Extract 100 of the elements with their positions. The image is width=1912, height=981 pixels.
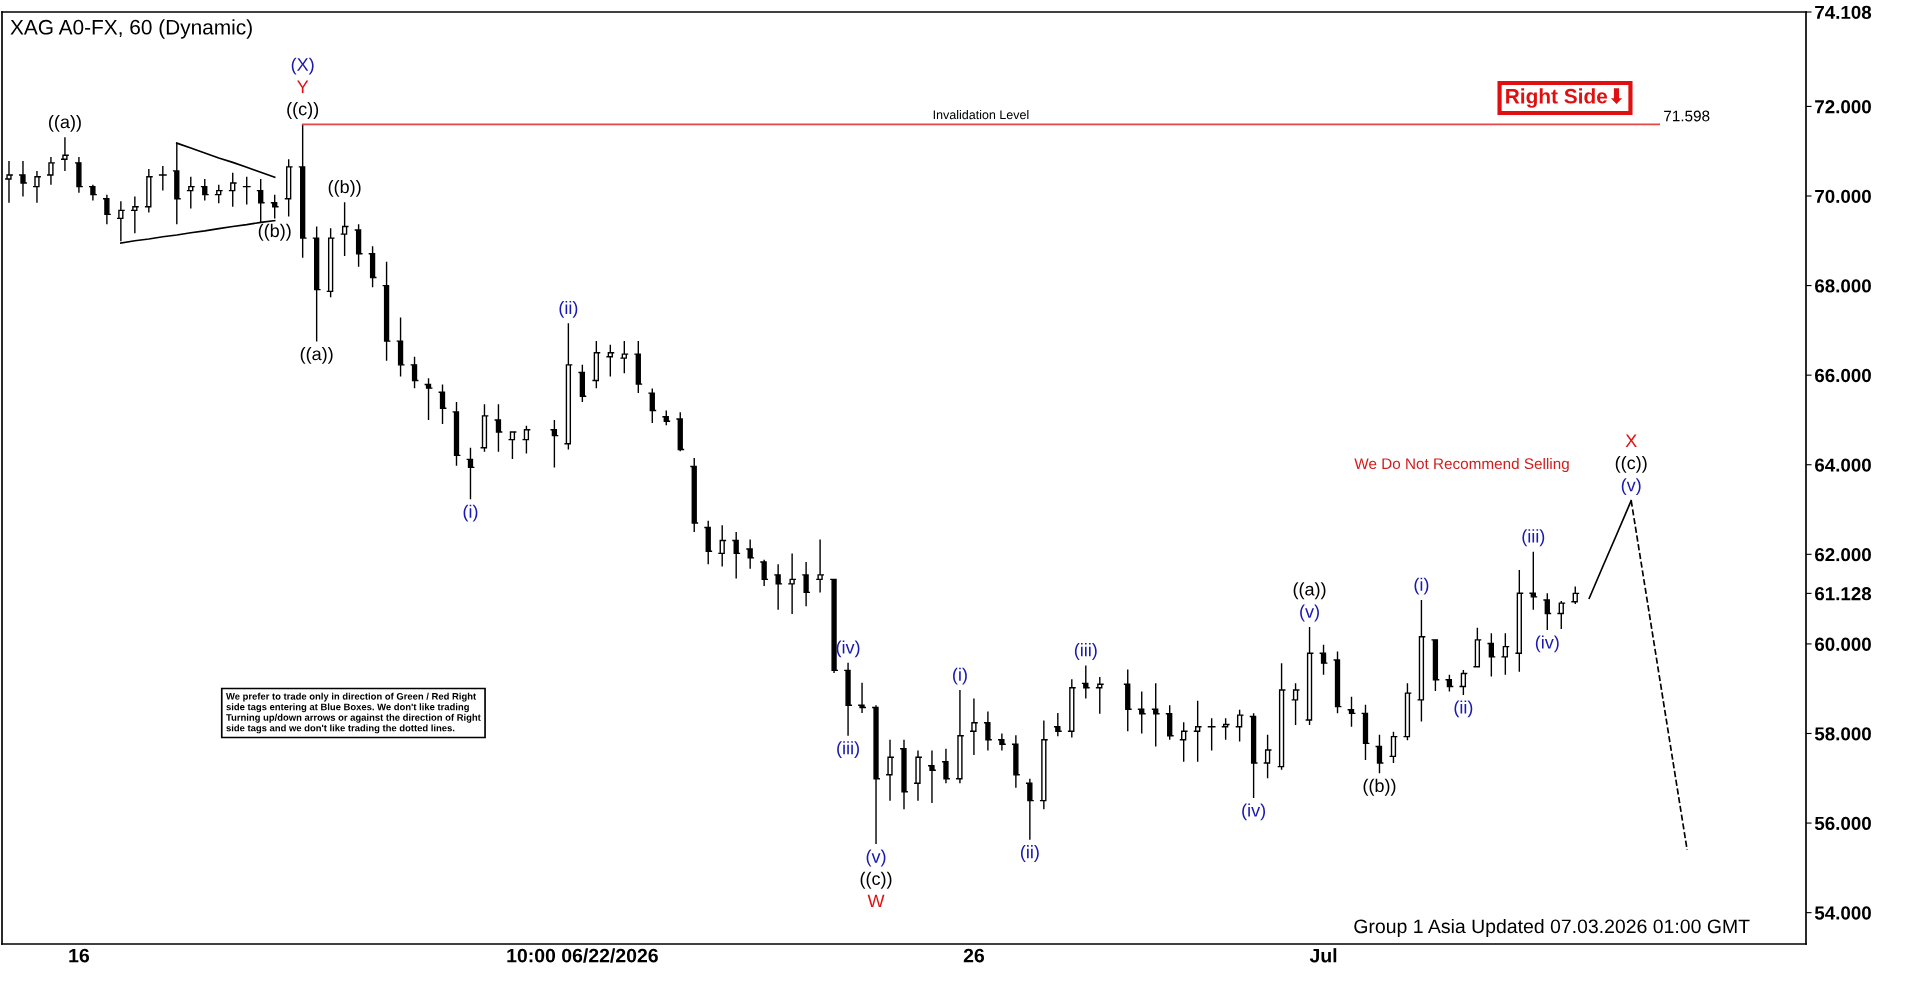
data-label: 71.598 [1664, 110, 1710, 122]
y-tick-label: 74.108 [1815, 5, 1872, 19]
annotation: (ii) [1020, 845, 1039, 862]
candlestick [1193, 700, 1203, 763]
candlestick [1570, 585, 1580, 605]
candlestick [941, 748, 951, 784]
candlestick [1430, 639, 1441, 692]
candlestick [983, 710, 993, 752]
annotation: (i) [463, 504, 478, 522]
y-tick-label: 68.000 [1815, 279, 1871, 293]
candlestick [1053, 712, 1063, 737]
candlestick [74, 156, 84, 194]
annotation: ((c)) [860, 871, 892, 889]
candlestick [1556, 600, 1566, 630]
candlestick [451, 401, 462, 467]
candlestick [1486, 632, 1496, 678]
candlestick [144, 168, 154, 214]
candlestick [843, 662, 853, 737]
annotation: (iv) [1242, 803, 1266, 821]
candlestick [773, 563, 783, 611]
candlestick [1500, 632, 1510, 676]
y-tick-label: 66.000 [1815, 368, 1871, 383]
annotation: (iii) [1522, 529, 1545, 547]
y-tick-label: 56.000 [1814, 816, 1871, 831]
candlestick [885, 739, 895, 802]
candlestick [1011, 734, 1021, 789]
candlestick [1318, 644, 1329, 676]
candlestick [605, 344, 615, 378]
candlestick [353, 223, 364, 268]
annotation: ((c)) [287, 102, 319, 119]
annotation: (v) [1621, 478, 1641, 496]
candlestick [899, 739, 909, 810]
candlestick [1249, 712, 1259, 799]
candlestick [871, 704, 881, 845]
x-tick-label: 10:00 06/22/2026 [507, 948, 658, 963]
candlestick [1402, 682, 1413, 741]
annotation: ((b)) [1363, 778, 1396, 796]
candlestick [1458, 669, 1468, 696]
candlestick [633, 340, 643, 394]
candlestick [675, 411, 685, 452]
candlestick [1095, 676, 1105, 715]
annotation: (ii) [1454, 700, 1473, 718]
candlestick [437, 383, 448, 425]
candlestick [409, 356, 420, 389]
candlestick [1346, 696, 1357, 728]
candlestick [1304, 626, 1315, 726]
candlestick [395, 316, 406, 378]
y-tick-label: 61.128 [1815, 587, 1872, 601]
candlestick [130, 195, 140, 234]
candlestick [1262, 734, 1273, 779]
candlestick [927, 749, 937, 804]
annotation: (ii) [559, 300, 578, 318]
candlestick [298, 123, 308, 259]
candlestick [689, 457, 699, 533]
y-tick-label: 62.000 [1815, 548, 1871, 562]
candlestick [46, 156, 56, 186]
candlestick [717, 524, 727, 568]
candlestick [1123, 668, 1133, 732]
candlestick [745, 538, 755, 570]
candlestick [340, 201, 350, 257]
annotation: Right Side⬇ [1506, 88, 1623, 108]
candlestick [1151, 682, 1161, 748]
candlestick [1025, 778, 1035, 841]
candlestick [200, 178, 210, 202]
candlestick [242, 176, 252, 206]
y-tick-label: 58.000 [1814, 727, 1871, 741]
candlestick [1067, 678, 1077, 739]
candlestick [326, 227, 336, 298]
candlestick [423, 377, 434, 421]
candlestick [563, 322, 573, 451]
annotation: (iii) [837, 741, 859, 759]
annotation: (v) [1300, 604, 1319, 622]
candlestick [367, 245, 378, 289]
candlestick [521, 425, 532, 455]
annotation: ((c)) [1615, 456, 1647, 473]
candlestick [1444, 674, 1455, 693]
y-tick-label: 70.000 [1815, 189, 1871, 203]
annotation: ((a)) [49, 115, 81, 132]
y-tick-label: 72.000 [1815, 100, 1871, 114]
candlestick [549, 419, 559, 469]
y-tick-label: 64.000 [1815, 458, 1871, 472]
annotation: We Do Not Recommend Selling [1354, 457, 1569, 473]
annotation: ((b)) [258, 223, 291, 241]
candlestick [312, 225, 322, 343]
candlestick [591, 340, 601, 389]
annotation: Y [297, 80, 309, 93]
candlestick [913, 749, 923, 802]
candlestick [647, 387, 657, 424]
candlestick [1290, 682, 1301, 726]
x-tick-label: 26 [963, 948, 985, 963]
annotation: ((a)) [1293, 582, 1326, 600]
candlestick [1374, 734, 1385, 775]
candlestick [857, 682, 867, 714]
annotation: (i) [1414, 577, 1429, 595]
candlestick [787, 552, 797, 615]
candlestick [465, 447, 476, 500]
candlestick [661, 409, 671, 427]
annotation: X [1625, 434, 1637, 447]
annotation: ((a)) [300, 347, 333, 364]
candlestick [1235, 709, 1245, 743]
